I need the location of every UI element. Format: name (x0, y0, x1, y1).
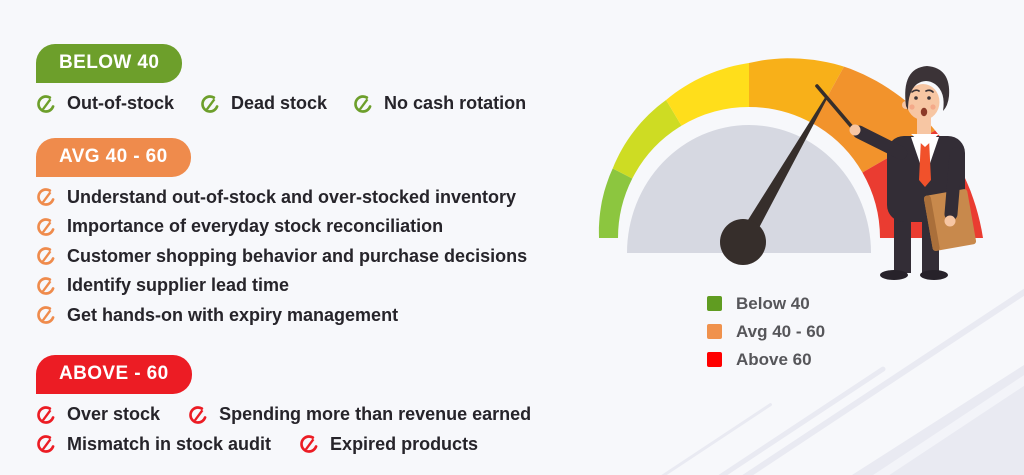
section-badge: ABOVE - 60 (36, 355, 192, 394)
section-item-row: Out-of-stock Dead stock No cash rotation (36, 89, 531, 119)
gauge-icon (36, 405, 56, 425)
list-item-label: Importance of everyday stock reconciliat… (67, 216, 444, 236)
section-badge: AVG 40 - 60 (36, 137, 191, 177)
diagonal-streak (587, 402, 773, 475)
legend-item: Above 60 (707, 350, 825, 369)
list-item-label: Out-of-stock (67, 93, 174, 113)
list-item-label: Dead stock (231, 93, 328, 113)
list-item-label: Identify supplier lead time (67, 275, 290, 295)
legend-item: Avg 40 - 60 (707, 322, 826, 341)
list-item: Mismatch in stock audit (36, 430, 271, 460)
list-item: No cash rotation (353, 89, 526, 119)
gauge-legend: Below 40 Avg 40 - 60 Above 60 (707, 294, 826, 380)
list-item-label: Get hands-on with expiry management (67, 304, 399, 325)
gauge-icon (36, 276, 56, 296)
legend-swatch (707, 324, 722, 339)
list-item-label: Spending more than revenue earned (219, 404, 532, 424)
gauge-needle (736, 96, 828, 246)
list-item-label: Understand out-of-stock and over-stocked… (67, 186, 517, 207)
section-above-60: ABOVE - 60 Over stock Spending more than… (36, 355, 531, 459)
gauge-chart (560, 30, 1024, 290)
pointer-stick (815, 84, 859, 135)
gauge-icon (188, 405, 208, 425)
gauge-segment (666, 63, 749, 126)
section-avg-40-60: AVG 40 - 60 Understand out-of-stock and … (36, 137, 531, 331)
gauge-icon (36, 305, 56, 325)
list-item: Understand out-of-stock and over-stocked… (36, 183, 531, 213)
section-item-row: Mismatch in stock audit Expired products (36, 430, 531, 460)
legend-item: Below 40 (707, 294, 825, 313)
section-item-row: Over stock Spending more than revenue ea… (36, 400, 531, 430)
gauge-icon (36, 246, 56, 266)
list-item: Out-of-stock (36, 89, 174, 119)
gauge-needle-hub (720, 219, 766, 265)
gauge-icon (36, 187, 56, 207)
list-item: Spending more than revenue earned (188, 400, 531, 430)
list-item: Get hands-on with expiry management (36, 301, 531, 331)
gauge-icon (200, 94, 220, 114)
gauge-segment (598, 168, 633, 238)
legend-swatch (707, 352, 722, 367)
list-item-label: Expired products (330, 433, 479, 454)
list-item: Expired products (299, 430, 478, 460)
list-item: Identify supplier lead time (36, 271, 531, 301)
section-item-list: Understand out-of-stock and over-stocked… (36, 183, 531, 331)
gauge-icon (36, 434, 56, 454)
list-item-label: Over stock (67, 404, 161, 424)
corner-triangle-decoration (852, 365, 1024, 475)
gauge-segment (612, 100, 682, 179)
content-column: BELOW 40 Out-of-stock Dead stock No cash… (36, 44, 531, 459)
gauge-icon (36, 94, 56, 114)
gauge-icon (299, 434, 319, 454)
section-badge: BELOW 40 (36, 44, 183, 83)
businessman-illustration (815, 66, 977, 280)
list-item-label: Customer shopping behavior and purchase … (67, 245, 528, 266)
list-item-label: No cash rotation (384, 93, 527, 113)
legend-label: Below 40 (736, 294, 810, 313)
legend-label: Avg 40 - 60 (736, 322, 826, 341)
list-item: Importance of everyday stock reconciliat… (36, 212, 531, 242)
gauge-icon (36, 217, 56, 237)
legend-swatch (707, 296, 722, 311)
gauge-dial-background (627, 125, 871, 253)
list-item: Dead stock (200, 89, 327, 119)
legend-label: Above 60 (736, 350, 812, 369)
list-item: Customer shopping behavior and purchase … (36, 242, 531, 272)
gauge-icon (353, 94, 373, 114)
section-below-40: BELOW 40 Out-of-stock Dead stock No cash… (36, 44, 531, 119)
list-item-label: Mismatch in stock audit (67, 433, 272, 454)
diagonal-streak (633, 365, 887, 475)
list-item: Over stock (36, 400, 160, 430)
